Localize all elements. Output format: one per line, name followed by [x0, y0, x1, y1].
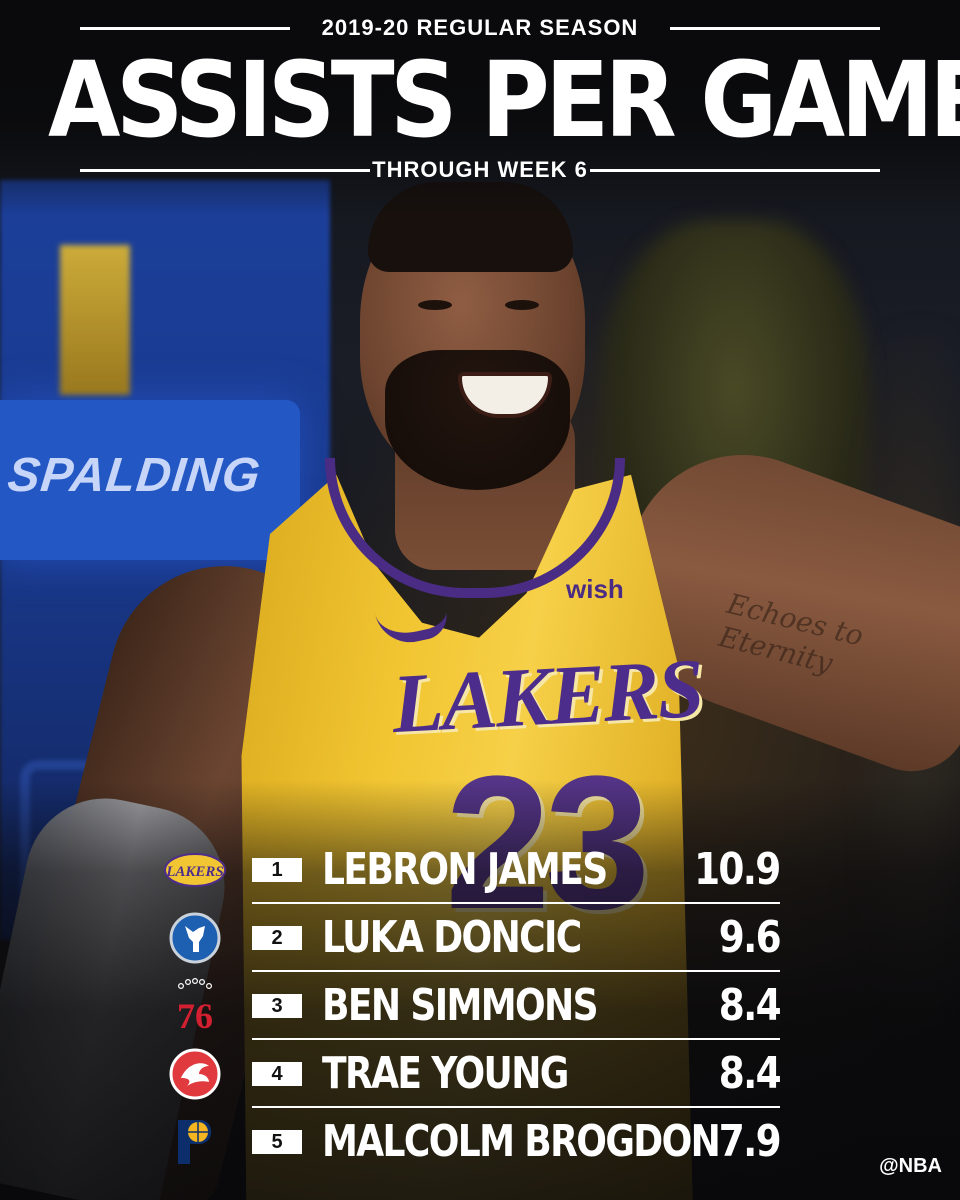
nba-handle: @NBA — [879, 1155, 942, 1177]
rank-badge: 1 — [252, 858, 302, 882]
subtitle-rule-left — [80, 169, 370, 172]
subtitle-rule-right — [590, 169, 880, 172]
header-rule-right — [670, 27, 880, 30]
player-name: LEBRON JAMES — [322, 844, 608, 895]
yellow-banner — [60, 245, 130, 395]
player-name: MALCOLM BROGDON — [322, 1116, 721, 1167]
assists-value: 8.4 — [718, 1048, 782, 1099]
leader-row: 2 LUKA DONCIC 9.6 — [160, 904, 782, 972]
top-gradient — [0, 0, 960, 215]
right-eye — [505, 300, 539, 310]
assists-value: 10.9 — [694, 844, 782, 895]
row-divider — [252, 1106, 780, 1108]
row-divider — [252, 902, 780, 904]
leader-row: 76 3 BEN SIMMONS 8.4 — [160, 972, 782, 1040]
leader-row: 4 TRAE YOUNG 8.4 — [160, 1040, 782, 1108]
76ers-logo: 76 — [160, 978, 230, 1034]
mavericks-logo — [160, 910, 230, 966]
pacers-logo — [160, 1114, 230, 1170]
season-label: 2019-20 REGULAR SEASON — [321, 15, 639, 40]
jersey-sponsor: wish — [566, 574, 624, 604]
assists-value: 9.6 — [718, 912, 782, 963]
player-name: BEN SIMMONS — [322, 980, 599, 1031]
header-rule-left — [80, 27, 290, 30]
assists-value: 8.4 — [718, 980, 782, 1031]
bottom-gradient — [0, 780, 960, 1200]
svg-text:LAKERS: LAKERS — [165, 864, 224, 880]
leader-row: LAKERS 1 LEBRON JAMES 10.9 — [160, 836, 782, 904]
hawks-logo — [160, 1046, 230, 1102]
left-eye — [418, 300, 452, 310]
rank-badge: 5 — [252, 1130, 302, 1154]
subtitle: THROUGH WEEK 6 — [372, 157, 588, 182]
rank-badge: 4 — [252, 1062, 302, 1086]
row-divider — [252, 970, 780, 972]
row-divider — [252, 1038, 780, 1040]
page-title: ASSISTS PER GAME LEADERS — [48, 39, 960, 161]
lakers-logo: LAKERS — [160, 842, 230, 898]
svg-text:76: 76 — [177, 996, 213, 1034]
stanchion-pad — [0, 400, 300, 560]
assists-value: 7.9 — [718, 1116, 782, 1167]
leader-row: 5 MALCOLM BROGDON 7.9 — [160, 1108, 782, 1176]
player-name: TRAE YOUNG — [322, 1048, 569, 1099]
player-name: LUKA DONCIC — [322, 912, 582, 963]
rank-badge: 2 — [252, 926, 302, 950]
rank-badge: 3 — [252, 994, 302, 1018]
